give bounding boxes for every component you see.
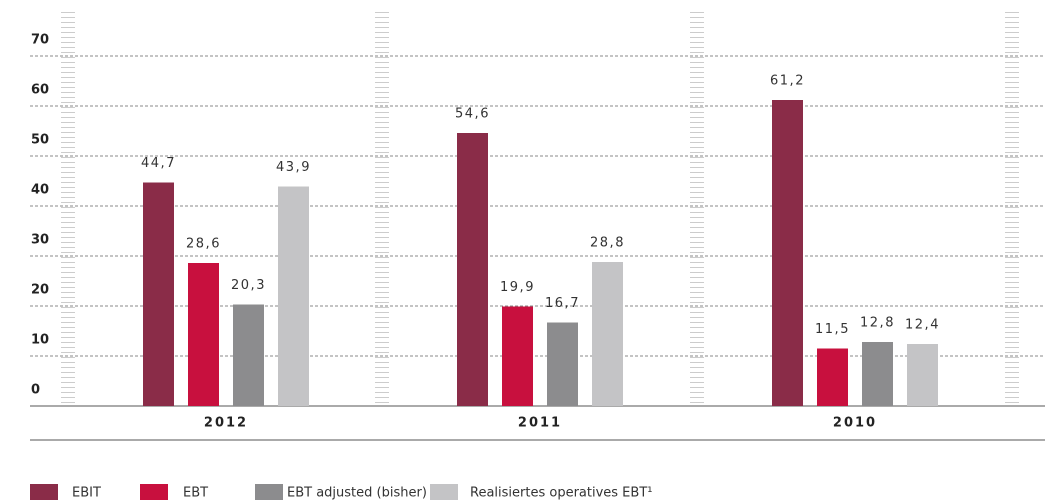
y-tick-label: 10: [31, 333, 49, 348]
x-tick-label: 2011: [518, 416, 562, 431]
legend-swatch: [430, 484, 458, 500]
legend-swatch: [30, 484, 58, 500]
x-tick-label: 2010: [833, 416, 877, 431]
divider: [375, 10, 389, 404]
bar: [233, 304, 264, 406]
divider: [61, 10, 75, 404]
legend-swatch: [255, 484, 283, 500]
y-tick-label: 50: [31, 133, 49, 148]
data-label: 11,5: [815, 322, 850, 337]
y-tick-label: 60: [31, 83, 49, 98]
bar: [188, 263, 219, 406]
bar: [143, 182, 174, 406]
legend-label: EBIT: [72, 486, 101, 501]
y-tick-label: 70: [31, 33, 49, 48]
data-label: 54,6: [455, 107, 490, 122]
y-tick-label: 40: [31, 183, 49, 198]
legend-label: EBT adjusted (bisher): [287, 486, 427, 501]
y-tick-label: 0: [31, 383, 40, 398]
divider: [690, 10, 704, 404]
data-label: 19,9: [500, 280, 535, 295]
y-tick-label: 20: [31, 283, 49, 298]
x-tick-label: 2012: [204, 416, 248, 431]
data-label: 44,7: [141, 156, 176, 171]
bar: [772, 100, 803, 406]
data-label: 43,9: [276, 160, 311, 175]
bar: [592, 262, 623, 406]
legend-swatch: [140, 484, 168, 500]
bar: [907, 344, 938, 406]
bar: [817, 348, 848, 406]
bar: [502, 306, 533, 406]
data-label: 28,6: [186, 237, 221, 252]
data-label: 12,8: [860, 316, 895, 331]
legend-label: Realisiertes operatives EBT¹: [470, 486, 652, 501]
data-label: 61,2: [770, 74, 805, 89]
y-tick-label: 30: [31, 233, 49, 248]
data-label: 12,4: [905, 318, 940, 333]
divider: [1005, 10, 1019, 404]
bar: [547, 322, 578, 406]
data-label: 20,3: [231, 278, 266, 293]
legend-label: EBT: [183, 486, 208, 501]
bar: [278, 186, 309, 406]
data-label: 16,7: [545, 296, 580, 311]
bar: [862, 342, 893, 406]
bar: [457, 133, 488, 406]
data-label: 28,8: [590, 236, 625, 251]
